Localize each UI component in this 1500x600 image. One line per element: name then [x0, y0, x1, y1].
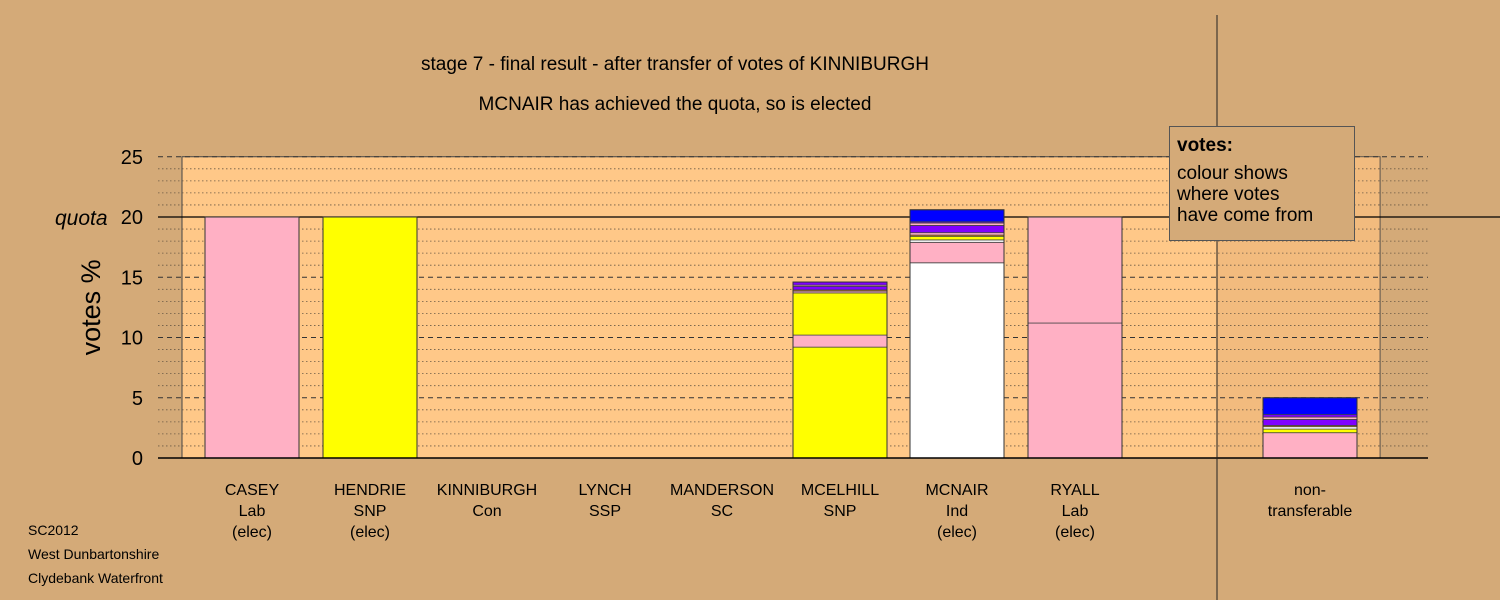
y-tick-label: 0: [132, 448, 143, 470]
bar-segment: [792, 285, 888, 291]
x-category-label: MANDERSON: [670, 482, 774, 499]
bar-segment: [792, 334, 888, 348]
chart-subtitle: MCNAIR has achieved the quota, so is ele…: [478, 94, 872, 115]
bar-segment: [909, 209, 1005, 223]
bar-segment: [204, 216, 300, 459]
footer-election: SC2012: [28, 522, 79, 538]
x-category-label: (elec): [350, 524, 390, 541]
bar-segment: [792, 346, 888, 459]
chart-title: stage 7 - final result - after transfer …: [421, 54, 929, 75]
x-category-label: SNP: [354, 503, 387, 520]
y-tick-label: 20: [121, 207, 143, 229]
quota-label: quota: [55, 207, 108, 230]
y-tick-label: 15: [121, 267, 143, 289]
bar-segment: [1262, 397, 1358, 416]
x-category-label: (elec): [937, 524, 977, 541]
x-category-label: (elec): [232, 524, 272, 541]
x-category-label: KINNIBURGH: [437, 482, 537, 499]
x-category-label: non-: [1294, 482, 1326, 499]
y-tick-label: 10: [121, 328, 143, 350]
y-tick-label: 25: [121, 147, 143, 169]
bar-segment: [909, 262, 1005, 459]
x-category-label: SNP: [824, 503, 857, 520]
legend-line: colour shows: [1177, 163, 1288, 184]
x-category-label: MCNAIR: [925, 482, 988, 499]
footer-ward: Clydebank Waterfront: [28, 570, 163, 586]
x-category-label: SC: [711, 503, 733, 520]
x-category-label: transferable: [1268, 503, 1353, 520]
x-category-label: LYNCH: [578, 482, 631, 499]
y-axis-label: votes %: [76, 259, 106, 355]
bar-segment: [322, 216, 418, 459]
bar-segment: [909, 225, 1005, 234]
bar-segment: [909, 235, 1005, 241]
legend-line: where votes: [1177, 184, 1280, 205]
y-tick-label: 5: [132, 388, 143, 410]
x-category-label: CASEY: [225, 482, 280, 499]
x-category-label: (elec): [1055, 524, 1095, 541]
x-category-label: Lab: [239, 503, 266, 520]
x-category-label: Ind: [946, 503, 968, 520]
bar-segment: [1262, 419, 1358, 426]
x-category-label: SSP: [589, 503, 621, 520]
bar-segment: [1262, 432, 1358, 459]
bar-segment: [1027, 322, 1123, 459]
bar-segment: [792, 292, 888, 336]
bar-segment: [909, 241, 1005, 264]
x-category-label: RYALL: [1050, 482, 1099, 499]
x-category-label: Con: [472, 503, 501, 520]
x-category-label: MCELHILL: [801, 482, 879, 499]
x-category-label: Lab: [1062, 503, 1089, 520]
legend-title: votes:: [1177, 135, 1233, 156]
bar-segment: [1262, 428, 1358, 434]
x-category-label: HENDRIE: [334, 482, 406, 499]
legend-box: votes: colour shows where votes have com…: [1169, 126, 1355, 241]
footer-council: West Dunbartonshire: [28, 546, 160, 562]
legend-line: have come from: [1177, 205, 1314, 226]
bar-segment: [1027, 216, 1123, 324]
